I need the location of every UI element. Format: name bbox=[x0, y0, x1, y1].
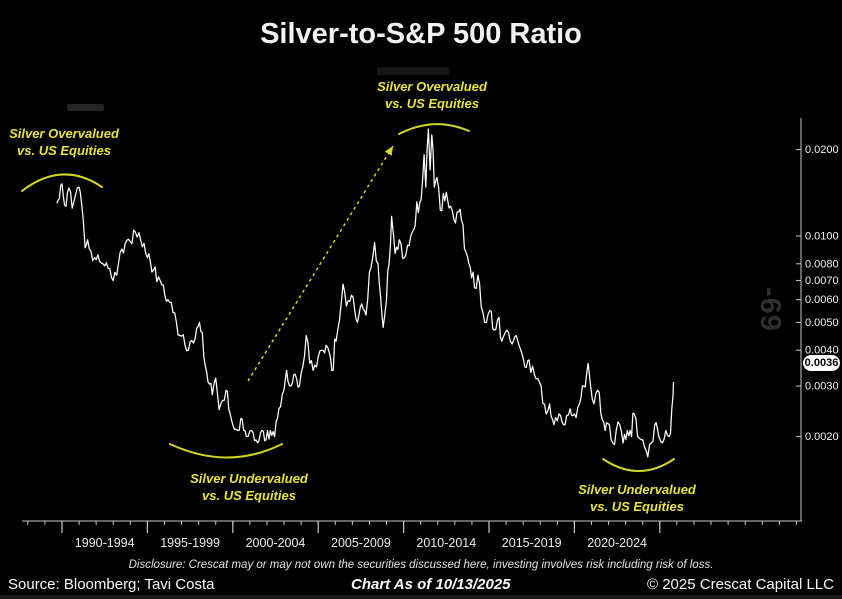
x-axis-label: 2005-2009 bbox=[331, 536, 391, 550]
annotation-silver-undervalued-left: Silver Undervalued vs. US Equities bbox=[190, 471, 308, 504]
y-tick-label: 0.0050 bbox=[805, 317, 839, 329]
disclosure-text: Disclosure: Crescat may or may not own t… bbox=[128, 559, 714, 571]
trend-arrow bbox=[247, 145, 394, 382]
footer-bar: Source: Bloomberg; Tavi Costa Chart As o… bbox=[0, 574, 842, 595]
annotation-silver-undervalued-right: Silver Undervalued vs. US Equities bbox=[578, 482, 696, 515]
artifact-smudge bbox=[67, 104, 104, 111]
annotation-line: Silver Undervalued bbox=[578, 482, 696, 497]
y-tick-label: 0.0060 bbox=[805, 294, 839, 306]
y-tick-label: 0.0040 bbox=[805, 345, 839, 357]
annotation-line: Silver Overvalued bbox=[377, 79, 487, 94]
y-tick-label: 0.0200 bbox=[805, 144, 839, 156]
overvalued-arc-mid bbox=[398, 123, 470, 135]
y-tick-label: 0.0080 bbox=[805, 258, 839, 270]
y-tick-label: 0.0070 bbox=[805, 275, 839, 287]
overvalued-arc-left bbox=[21, 173, 103, 192]
axes bbox=[22, 118, 802, 533]
annotation-silver-overvalued-left: Silver Overvalued vs. US Equities bbox=[9, 126, 119, 159]
undervalued-arc-left bbox=[169, 443, 283, 459]
x-axis-label: 2010-2014 bbox=[416, 536, 477, 550]
y-tick-label: 0.0100 bbox=[805, 231, 839, 243]
x-axis-label: 1990-1994 bbox=[74, 536, 135, 550]
x-axis-label: 2015-2019 bbox=[501, 536, 562, 550]
undervalued-arc-right bbox=[602, 458, 675, 472]
annotation-arcs bbox=[21, 123, 675, 472]
artifact-smudge bbox=[377, 67, 449, 75]
copyright-text: © 2025 Crescat Capital LLC bbox=[647, 576, 834, 593]
annotation-silver-overvalued-mid: Silver Overvalued vs. US Equities bbox=[377, 79, 487, 112]
x-axis-label: 2000-2004 bbox=[245, 536, 306, 550]
ratio-line bbox=[56, 128, 675, 458]
y-tick-label: 0.0020 bbox=[805, 431, 839, 443]
x-axis-label: 2020-2024 bbox=[587, 536, 647, 550]
annotation-line: Silver Overvalued bbox=[9, 126, 119, 141]
latest-value-badge: 0.0036 bbox=[803, 355, 840, 372]
faint-axis-watermark: -69 bbox=[754, 287, 786, 332]
source-text: Source: Bloomberg; Tavi Costa bbox=[8, 576, 215, 593]
y-tick-label: 0.0030 bbox=[805, 381, 839, 393]
trend-arrow-head bbox=[384, 146, 393, 156]
x-axis-label: 1995-1999 bbox=[160, 536, 220, 550]
annotation-line: vs. US Equities bbox=[17, 142, 111, 158]
chart-title: Silver-to-S&P 500 Ratio bbox=[260, 18, 582, 50]
annotation-line: Silver Undervalued bbox=[190, 471, 308, 486]
annotation-line: vs. US Equities bbox=[590, 498, 684, 514]
bottom-strip bbox=[0, 595, 842, 599]
annotation-line: vs. US Equities bbox=[202, 487, 296, 503]
annotation-line: vs. US Equities bbox=[385, 95, 479, 111]
as-of-text: Chart As of 10/13/2025 bbox=[350, 576, 511, 593]
